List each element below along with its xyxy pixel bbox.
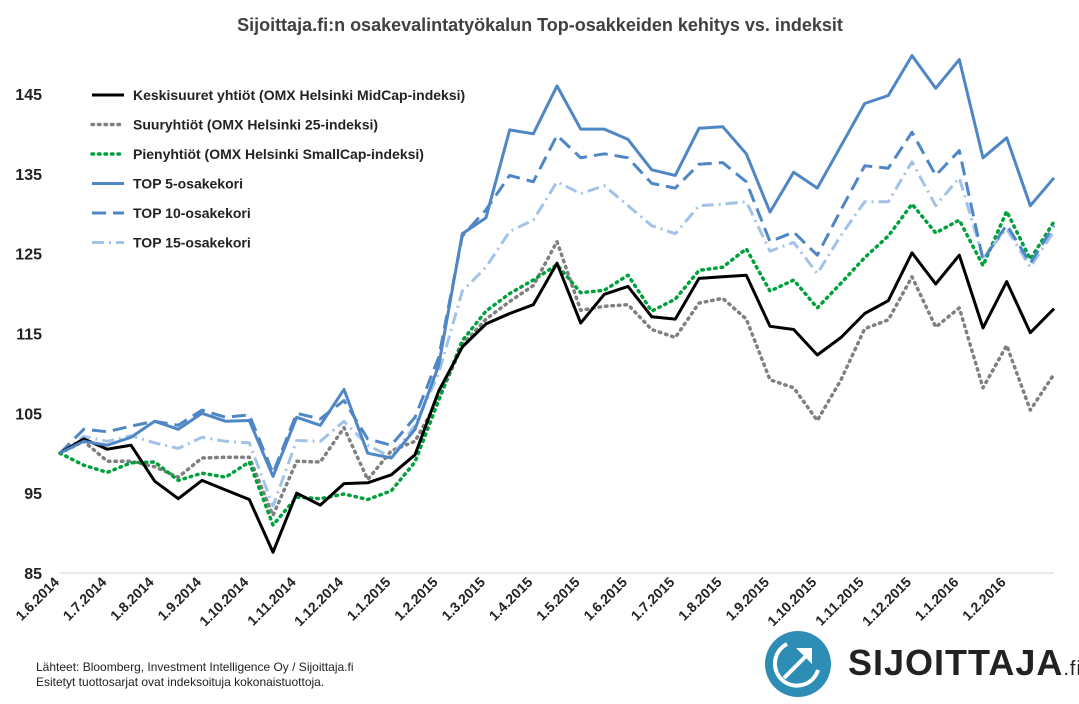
y-tick-label-85: 85 — [24, 566, 42, 583]
x-tick-label-18: 1.11.2015 — [812, 574, 867, 629]
x-tick-label-3: 1.8.2014 — [107, 574, 157, 624]
source-note: Lähteet: Bloomberg, Investment Intellige… — [36, 660, 354, 690]
y-tick-label-105: 105 — [15, 406, 42, 423]
y-tick-label-135: 135 — [15, 167, 42, 184]
x-tick-label-2: 1.7.2014 — [60, 574, 110, 624]
y-tick-label-95: 95 — [24, 486, 42, 503]
x-tick-label-10: 1.3.2015 — [438, 574, 488, 624]
x-tick-label-5: 1.10.2014 — [196, 574, 252, 630]
chart-title: Sijoittaja.fi:n osakevalintatyökalun Top… — [237, 15, 843, 35]
series-line-1 — [59, 251, 1056, 554]
x-tick-label-6: 1.11.2014 — [244, 574, 299, 629]
y-tick-label-145: 145 — [15, 87, 42, 104]
sijoittaja-logo: SIJOITTAJA.fi — [760, 628, 1079, 698]
arrow-up-right-icon — [765, 631, 831, 697]
legend-label-1: Keskisuuret yhtiöt (OMX Helsinki MidCap-… — [133, 87, 465, 103]
logo-text: SIJOITTAJA.fi — [848, 642, 1079, 684]
x-tick-label-11: 1.4.2015 — [486, 574, 536, 624]
logo-suffix: .fi — [1063, 658, 1079, 680]
legend-label-4: TOP 5-osakekori — [133, 176, 243, 192]
y-tick-label-115: 115 — [16, 326, 42, 343]
x-tick-label-21: 1.2.2016 — [959, 574, 1009, 624]
x-tick-label-7: 1.12.2014 — [291, 574, 347, 630]
legend-label-5: TOP 10-osakekori — [133, 205, 251, 221]
series-line-6 — [59, 160, 1056, 508]
legend: Keskisuuret yhtiöt (OMX Helsinki MidCap-… — [90, 87, 465, 251]
series-line-3 — [58, 202, 1056, 527]
x-tick-label-13: 1.6.2015 — [580, 574, 630, 624]
logo-wordmark: SIJOITTAJA — [848, 642, 1064, 683]
legend-label-3: Pienyhtiöt (OMX Helsinki SmallCap-indeks… — [133, 146, 424, 162]
x-tick-label-14: 1.7.2015 — [628, 574, 678, 624]
legend-label-6: TOP 15-osakekori — [133, 235, 251, 251]
x-tick-label-12: 1.5.2015 — [533, 574, 583, 624]
source-line-1: Lähteet: Bloomberg, Investment Intellige… — [36, 660, 354, 674]
axes: 85951051151251351451.6.20141.7.20141.8.2… — [12, 87, 1054, 629]
source-line-2: Esitetyt tuottosarjat ovat indeksoituja … — [36, 675, 325, 689]
series-line-5 — [58, 130, 1056, 475]
x-tick-label-15: 1.8.2015 — [675, 574, 725, 624]
legend-label-2: Suuryhtiöt (OMX Helsinki 25-indeksi) — [133, 117, 378, 133]
series-layer — [58, 54, 1056, 554]
x-tick-label-17: 1.10.2015 — [764, 574, 820, 630]
series-line-4 — [59, 54, 1056, 478]
x-tick-label-9: 1.2.2015 — [391, 574, 441, 624]
x-tick-label-8: 1.1.2015 — [344, 574, 394, 624]
y-tick-label-125: 125 — [15, 247, 42, 264]
series-line-2 — [58, 239, 1056, 518]
x-tick-label-20: 1.1.2016 — [912, 574, 962, 624]
x-tick-label-19: 1.12.2015 — [859, 574, 915, 630]
